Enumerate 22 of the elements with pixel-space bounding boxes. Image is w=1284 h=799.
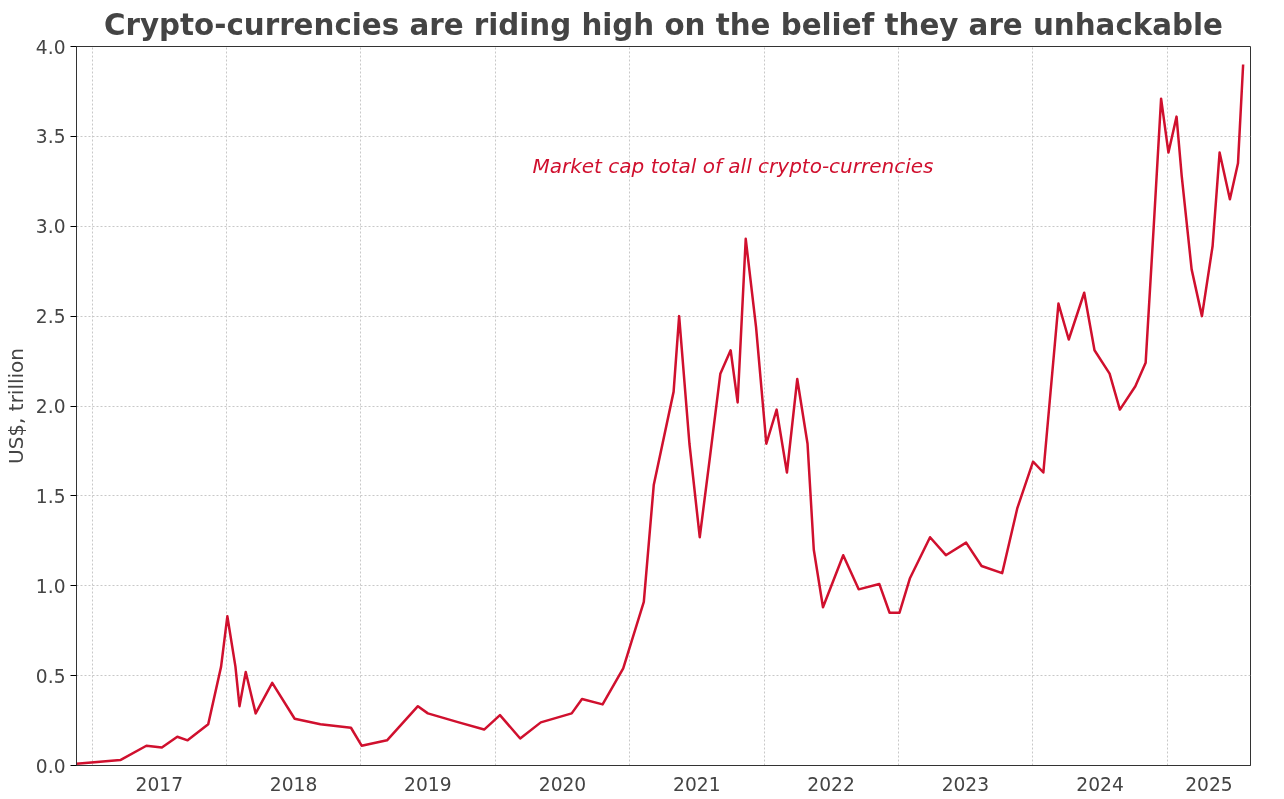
x-tick-label: 2019 [404,773,452,795]
x-tick-label: 2024 [1076,773,1124,795]
x-tick-label: 2023 [941,773,990,795]
y-tick-label: 0.5 [35,665,66,687]
y-tick-label: 1.5 [35,485,66,507]
y-axis-title: US$, trillion [3,348,28,464]
x-tick-label: 2020 [538,773,587,795]
y-tick-label: 1.0 [35,575,66,597]
y-tick-label: 2.5 [35,306,66,328]
x-tick-label: 2017 [135,773,184,795]
x-tick-label: 2018 [269,773,318,795]
y-tick-label: 2.0 [35,396,66,417]
y-tick-label: 0.0 [35,755,66,777]
line-series [76,63,1245,765]
text: Market cap total of all crypto-currencies [532,153,934,178]
y-tick-label: 3.5 [35,126,66,148]
chart-title: Crypto-currencies are riding high on the belief they are unhackable [103,7,1224,42]
x-tick-label: 2025 [1185,773,1233,795]
y-tick-label: 3.0 [35,216,66,238]
x-tick-label: 2021 [673,773,721,795]
x-tick-label: 2022 [807,773,855,795]
y-tick-label: 4.0 [35,36,66,58]
